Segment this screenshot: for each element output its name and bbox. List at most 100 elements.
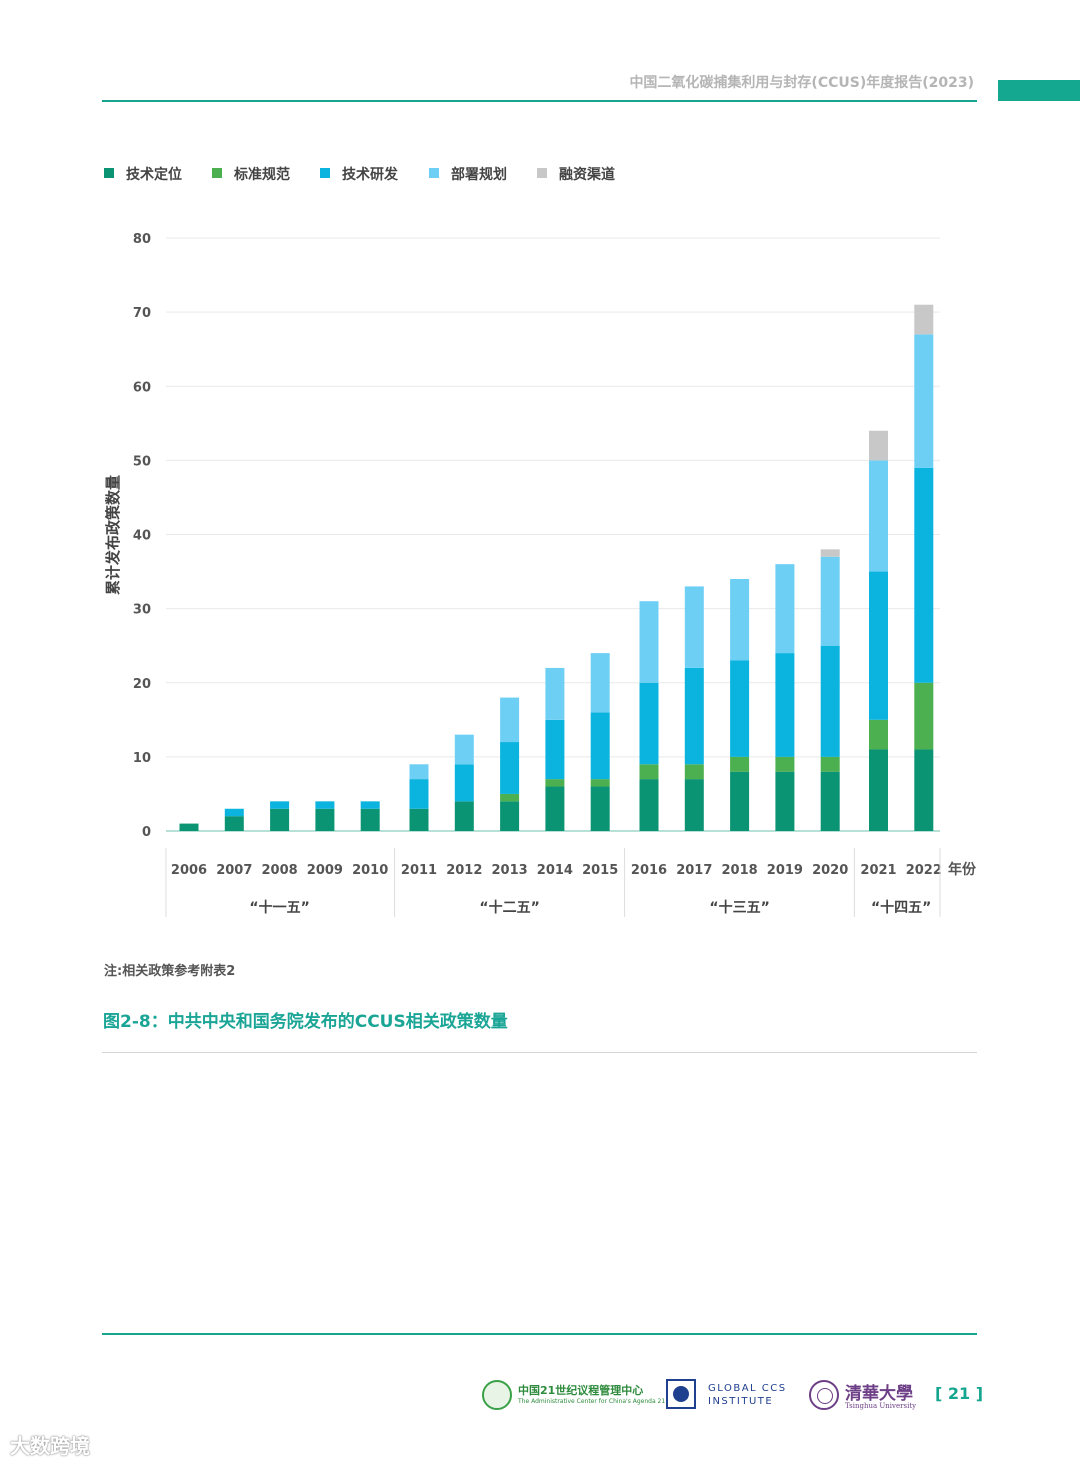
x-tick-label: 2018 (722, 863, 758, 878)
bar-segment (820, 771, 840, 831)
legend-label: 技术定位 (126, 166, 182, 183)
x-tick-label: 2022 (906, 863, 942, 878)
report-header-title: 中国二氧化碳捕集利用与封存(CCUS)年度报告(2023) (629, 75, 974, 91)
bar-segment (270, 808, 290, 831)
y-tick-label: 60 (133, 380, 151, 395)
legend-swatch (212, 168, 222, 178)
bar-segment (914, 334, 934, 468)
bar-segment (454, 801, 474, 831)
period-group-label: “十四五” (871, 899, 931, 916)
caption-rule (102, 1052, 977, 1053)
bar-segment (684, 764, 704, 780)
bar-segment (820, 645, 840, 757)
period-group-label: “十二五” (479, 899, 539, 916)
bar-segment (545, 667, 565, 720)
bar-segment (500, 793, 520, 802)
bar-segment (224, 816, 244, 831)
stacked-bar-chart: 0 10 20 30 40 50 60 70 80 累计发布政策数量 2006 2007 2008 200… (104, 166, 977, 917)
bar-segment (545, 779, 565, 787)
bar-segment (914, 467, 934, 683)
bar-segment (869, 460, 888, 572)
bar-segment (360, 808, 380, 831)
bar-segment (545, 719, 565, 780)
acca21-logo: 中国21世纪议程管理中心 The Administrative Center f… (482, 1379, 665, 1413)
watermark: 大数跨境 (10, 1434, 90, 1458)
bar-segment (590, 786, 610, 831)
bar-segment (179, 823, 199, 831)
bar-segment (639, 779, 659, 831)
header-rule (102, 100, 977, 102)
acca21-subtitle: The Administrative Center for China's Ag… (518, 1398, 666, 1405)
footer-rule (102, 1333, 977, 1335)
x-tick-label: 2019 (767, 863, 803, 878)
bar-segment (730, 660, 750, 757)
bar-segment (914, 682, 934, 750)
bar-segment (820, 756, 840, 772)
bar-segment (409, 808, 429, 831)
bar-segment (869, 719, 888, 750)
legend-label: 标准规范 (233, 166, 290, 183)
bar-segment (775, 564, 795, 654)
period-group-label: “十三五” (709, 899, 769, 916)
gccsi-line2: INSTITUTE (708, 1396, 774, 1407)
x-tick-label: 2021 (860, 863, 896, 878)
bar-segment (914, 304, 934, 335)
acca21-name: 中国21世纪议程管理中心 (518, 1384, 644, 1397)
bar-segment (224, 808, 244, 817)
x-tick-label: 2017 (676, 863, 712, 878)
y-tick-label: 50 (133, 454, 151, 469)
y-tick-label: 0 (142, 825, 151, 840)
x-tick-label: 2020 (812, 863, 848, 878)
bar-segment (869, 571, 888, 720)
x-tick-label: 2012 (446, 863, 482, 878)
bar-segment (409, 764, 429, 780)
acca21-emblem-icon (482, 1380, 512, 1410)
legend-label: 部署规划 (451, 166, 507, 183)
bar-segment (639, 764, 659, 780)
bar-segment (590, 653, 610, 713)
x-tick-label: 2007 (216, 863, 252, 878)
bar-segment (730, 578, 750, 661)
legend-swatch (104, 168, 114, 178)
x-tick-label: 2009 (307, 863, 343, 878)
y-tick-label: 80 (133, 232, 151, 247)
legend-swatch (429, 168, 439, 178)
bar-segment (315, 801, 335, 809)
bar-segment (590, 712, 610, 780)
bar-segment (590, 779, 610, 787)
legend-swatch (537, 168, 547, 178)
header-accent-tab (998, 80, 1080, 101)
tsinghua-logo: 清華大學 Tsinghua University (809, 1378, 919, 1412)
y-tick-label: 20 (133, 677, 151, 692)
bar-segment (500, 742, 520, 794)
bar-segment (454, 764, 474, 802)
bar-segment (454, 734, 474, 765)
bar-segment (684, 779, 704, 831)
tsinghua-name-cn: 清華大學 (845, 1384, 913, 1404)
bar-segment (914, 749, 934, 831)
bar-segment (270, 801, 290, 809)
x-tick-label: 2013 (492, 863, 528, 878)
bar-segment (730, 756, 750, 772)
tsinghua-name-en: Tsinghua University (845, 1402, 917, 1410)
legend-swatch (320, 168, 330, 178)
bar-segment (820, 549, 840, 557)
page-number: [ 21 ] (935, 1384, 984, 1403)
tsinghua-seal-icon (809, 1380, 839, 1410)
x-tick-label: 2010 (352, 863, 388, 878)
y-tick-label: 40 (133, 529, 151, 544)
bar-segment (775, 771, 795, 831)
y-tick-label: 30 (133, 603, 151, 618)
legend-label: 融资渠道 (559, 166, 615, 183)
x-axis-title: 年份 (948, 861, 977, 878)
bar-segment (820, 556, 840, 646)
bar-segment (730, 771, 750, 831)
gccsi-line1: GLOBAL CCS (708, 1383, 787, 1394)
global-ccs-institute-logo: GLOBAL CCS INSTITUTE (666, 1378, 796, 1412)
x-tick-label: 2015 (582, 863, 618, 878)
bar-segment (545, 786, 565, 831)
bar-segment (360, 801, 380, 809)
bar-segment (684, 667, 704, 765)
bar-segment (315, 808, 335, 831)
legend-label: 技术研发 (342, 166, 399, 183)
